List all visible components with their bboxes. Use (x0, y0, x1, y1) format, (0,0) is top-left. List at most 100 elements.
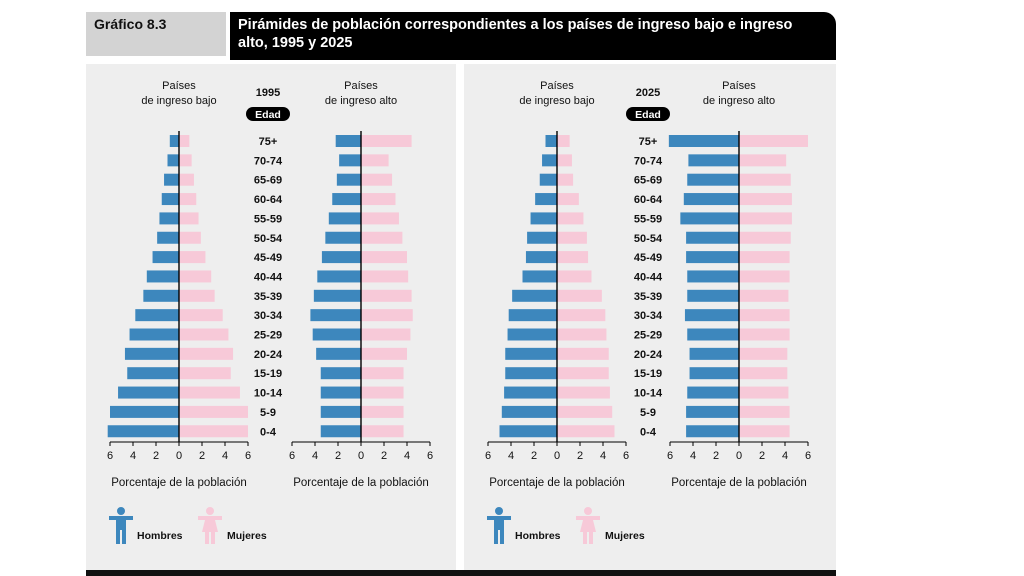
man-icon-head (117, 507, 125, 515)
x-tick-label: 6 (289, 450, 295, 462)
x-axis-label: Porcentaje de la población (489, 477, 625, 489)
woman-icon-dress (202, 516, 218, 532)
x-tick-label: 4 (508, 450, 514, 462)
bar-women (557, 328, 607, 341)
chart-title-banner: Pirámides de población correspondientes … (230, 12, 836, 60)
bar-men (161, 193, 179, 206)
bar-men (686, 425, 739, 438)
age-group-label: 5-9 (260, 407, 276, 419)
bar-men (143, 289, 179, 302)
x-tick-label: 4 (690, 450, 696, 462)
age-group-label: 40-44 (254, 271, 283, 283)
age-group-label: 60-64 (634, 194, 663, 206)
bar-women (739, 212, 792, 225)
bar-men (325, 231, 361, 244)
woman-icon-leg (589, 532, 593, 544)
age-group-label: 15-19 (634, 368, 662, 380)
chart-title: Pirámides de población correspondientes … (238, 17, 793, 51)
pyramid-title-line: de ingreso bajo (141, 95, 216, 107)
bar-women (739, 328, 790, 341)
bar-women (179, 173, 194, 186)
bar-men (320, 405, 361, 418)
bar-women (739, 347, 788, 360)
bar-women (361, 386, 404, 399)
year-label: 2025 (636, 87, 660, 99)
bar-men (507, 328, 557, 341)
x-tick-label: 0 (554, 450, 560, 462)
bar-men (310, 309, 361, 322)
bar-men (320, 425, 361, 438)
bar-women (179, 386, 240, 399)
bar-women (361, 251, 407, 264)
bar-men (504, 386, 557, 399)
bar-women (179, 270, 212, 283)
x-tick-label: 2 (759, 450, 765, 462)
bar-men (542, 154, 557, 167)
bar-women (739, 289, 789, 302)
x-tick-label: 6 (485, 450, 491, 462)
pyramid-title-line: Países (344, 80, 378, 92)
bar-men (501, 405, 557, 418)
bar-women (739, 173, 791, 186)
bar-women (557, 289, 602, 302)
bar-men (539, 173, 557, 186)
x-axis-label: Porcentaje de la población (111, 477, 247, 489)
age-group-label: 5-9 (640, 407, 656, 419)
bar-men (110, 405, 179, 418)
bar-women (739, 367, 788, 380)
bar-women (557, 270, 592, 283)
bar-men (332, 193, 361, 206)
bar-women (557, 193, 579, 206)
woman-icon-head (206, 507, 214, 515)
age-group-label: 75+ (259, 136, 278, 148)
bar-men (687, 328, 739, 341)
man-icon-head (495, 507, 503, 515)
bar-men (316, 347, 361, 360)
bar-women (361, 193, 396, 206)
man-icon (487, 507, 511, 544)
bar-women (739, 154, 787, 167)
bar-men (683, 193, 739, 206)
bar-women (361, 425, 404, 438)
bar-women (179, 405, 248, 418)
bar-men (317, 270, 361, 283)
age-group-label: 15-19 (254, 368, 282, 380)
bar-women (557, 309, 606, 322)
woman-icon (576, 507, 600, 544)
bar-women (361, 309, 413, 322)
bar-men (689, 347, 739, 360)
legend-women-label: Mujeres (227, 530, 267, 542)
age-group-label: 65-69 (254, 175, 282, 187)
x-tick-label: 6 (667, 450, 673, 462)
bar-women (739, 425, 790, 438)
bar-men (152, 251, 179, 264)
bar-men (320, 386, 361, 399)
bar-women (557, 425, 615, 438)
bar-men (508, 309, 557, 322)
bar-women (361, 270, 409, 283)
age-group-label: 10-14 (254, 388, 283, 400)
bottom-rule (86, 570, 836, 576)
bar-women (557, 251, 589, 264)
bar-men (167, 154, 179, 167)
bar-men (146, 270, 179, 283)
bar-men (689, 367, 739, 380)
bar-women (557, 173, 574, 186)
man-icon-leg (494, 529, 498, 544)
bar-women (179, 347, 234, 360)
bar-men (336, 173, 361, 186)
bar-women (739, 270, 790, 283)
bar-women (739, 193, 792, 206)
bar-women (361, 367, 404, 380)
bar-men (512, 289, 557, 302)
age-group-label: 45-49 (254, 252, 282, 264)
bar-women (179, 309, 223, 322)
woman-icon-leg (583, 532, 587, 544)
bar-men (687, 270, 739, 283)
bar-men (688, 154, 739, 167)
pyramid-title-line: Países (162, 80, 196, 92)
age-group-label: 0-4 (260, 426, 277, 438)
x-tick-label: 6 (107, 450, 113, 462)
age-header-label: Edad (635, 109, 661, 121)
age-group-label: 50-54 (634, 233, 663, 245)
